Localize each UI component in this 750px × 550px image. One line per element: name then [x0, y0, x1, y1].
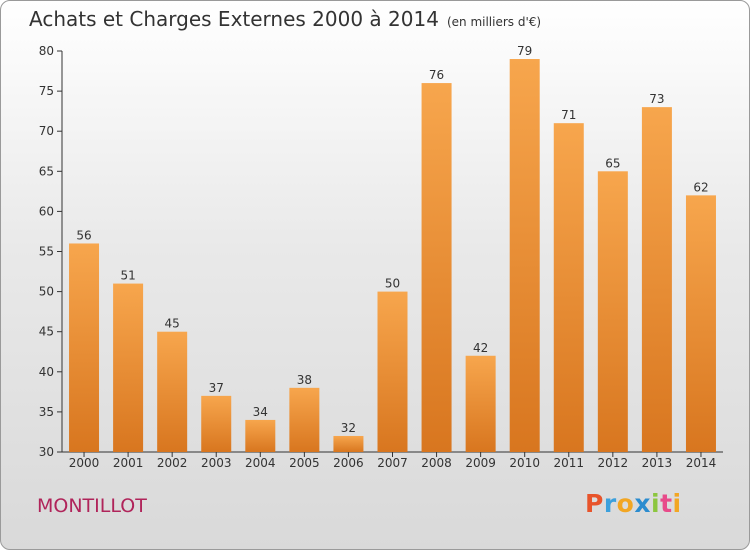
bar-value-label: 79: [517, 44, 532, 58]
logo-letter: P: [585, 489, 604, 518]
bar-value-label: 51: [120, 269, 135, 283]
y-tick-label: 60: [39, 204, 54, 218]
bar-2005: [289, 387, 320, 452]
logo-letter: i: [651, 489, 661, 518]
bar-2012: [597, 171, 628, 453]
bar-2004: [245, 419, 276, 452]
bar-value-label: 56: [76, 228, 91, 242]
x-tick-label: 2011: [553, 456, 584, 470]
y-tick-label: 55: [39, 245, 54, 259]
chart-title: Achats et Charges Externes 2000 à 2014 (e…: [29, 7, 541, 31]
logo-letter: o: [616, 489, 635, 518]
bar-2000: [69, 243, 100, 452]
y-tick-label: 70: [39, 124, 54, 138]
x-tick-label: 2014: [686, 456, 717, 470]
bar-value-label: 42: [473, 341, 488, 355]
x-tick-label: 2010: [509, 456, 540, 470]
bar-2006: [333, 435, 364, 452]
y-tick-label: 75: [39, 84, 54, 98]
bar-2002: [157, 331, 188, 452]
bar-2014: [685, 195, 716, 453]
x-tick-label: 2006: [333, 456, 364, 470]
place-name: MONTILLOT: [37, 495, 147, 517]
logo-letter: i: [672, 489, 682, 518]
bar-2009: [465, 355, 496, 452]
bar-2003: [201, 395, 232, 452]
y-tick-label: 80: [39, 44, 54, 58]
x-tick-label: 2001: [113, 456, 144, 470]
logo-letter: x: [634, 489, 651, 518]
y-tick-label: 35: [39, 405, 54, 419]
bar-value-label: 71: [561, 108, 576, 122]
y-tick-label: 40: [39, 365, 54, 379]
bar-value-label: 65: [605, 156, 620, 170]
chart-subtitle: (en milliers d'€): [446, 15, 542, 29]
y-tick-label: 65: [39, 164, 54, 178]
bar-2011: [553, 123, 584, 453]
x-tick-label: 2000: [69, 456, 100, 470]
bar-2001: [113, 283, 144, 452]
bar-value-label: 62: [693, 180, 708, 194]
bar-value-label: 76: [429, 68, 444, 82]
y-tick-label: 45: [39, 325, 54, 339]
chart-title-text: Achats et Charges Externes 2000 à 2014: [29, 7, 439, 31]
x-tick-label: 2005: [289, 456, 320, 470]
bar-2010: [509, 59, 540, 453]
bar-value-label: 37: [209, 381, 224, 395]
bar-2007: [377, 291, 408, 452]
x-tick-label: 2002: [157, 456, 188, 470]
x-tick-label: 2012: [598, 456, 629, 470]
x-tick-label: 2007: [377, 456, 408, 470]
x-tick-label: 2008: [421, 456, 452, 470]
y-tick-label: 30: [39, 445, 54, 459]
bar-value-label: 32: [341, 421, 356, 435]
proxiti-logo: Proxiti: [585, 489, 682, 518]
bar-value-label: 38: [297, 373, 312, 387]
bar-2013: [641, 107, 672, 452]
x-tick-label: 2009: [465, 456, 496, 470]
x-tick-label: 2013: [642, 456, 673, 470]
bar-value-label: 73: [649, 92, 664, 106]
x-tick-label: 2003: [201, 456, 232, 470]
bar-2008: [421, 83, 452, 452]
logo-letter: r: [603, 489, 617, 518]
bar-value-label: 34: [253, 405, 268, 419]
y-tick-label: 50: [39, 285, 54, 299]
logo-letter: t: [660, 489, 673, 518]
bar-value-label: 45: [165, 317, 180, 331]
x-tick-label: 2004: [245, 456, 276, 470]
bar-value-label: 50: [385, 277, 400, 291]
